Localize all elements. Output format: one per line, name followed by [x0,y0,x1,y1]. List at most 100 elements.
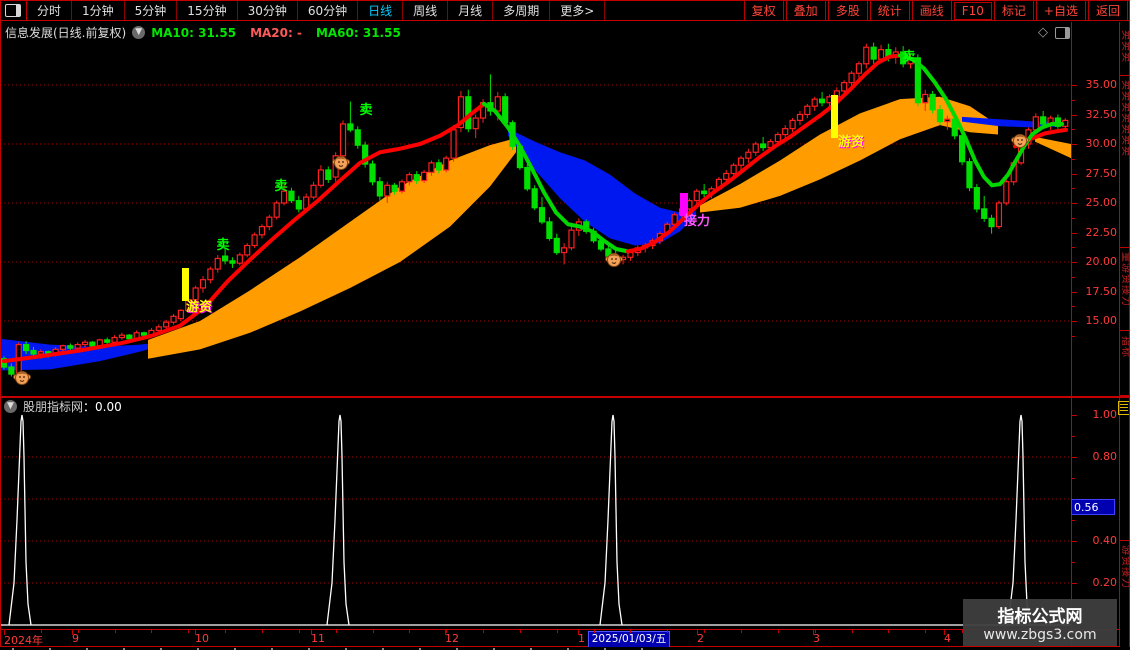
current-value-badge: 0.56 [1071,499,1115,516]
date-minor-tick [78,630,79,633]
blue-band-2 [508,128,696,246]
axis-tick [1071,583,1077,584]
axis-tick [1071,321,1077,322]
button-叠加[interactable]: 叠加 [785,0,826,21]
price-axis-label: 25.00 [1085,196,1118,209]
tab-5分钟[interactable]: 5分钟 [125,1,178,20]
candlesticks [0,42,1069,379]
monkey-face-icon [332,156,350,170]
strip-divider [1120,75,1130,76]
date-label: 10 [195,632,209,645]
axis-minor-tick [1071,478,1075,479]
tab-1分钟[interactable]: 1分钟 [72,1,125,20]
date-minor-tick [262,630,263,633]
date-minor-tick [667,630,668,633]
ma-value: MA60: 31.55 [315,25,401,40]
tab-周线[interactable]: 周线 [403,1,449,20]
date-minor-tick [115,630,116,633]
date-major-tick [697,630,698,635]
chevron-down-icon[interactable]: ▼ [132,26,146,39]
button-+自选[interactable]: +自选 [1035,0,1086,21]
layout-icon[interactable] [1055,26,1070,39]
clipped-text-speck [49,648,51,650]
button-多股[interactable]: 多股 [827,0,868,21]
price-axis-label: 20.00 [1085,255,1118,268]
tab-日线[interactable]: 日线 [358,1,404,20]
clipped-text-speck [530,648,532,650]
diamond-marker-icon[interactable]: ◇ [1038,25,1048,40]
chevron-down-icon[interactable]: ▼ [4,399,17,413]
tab-多周期[interactable]: 多周期 [493,1,551,20]
hot-money-bar [831,95,838,138]
monkey-face-icon [13,371,31,385]
hot-money-label-shadow: 游资 [839,135,865,151]
date-minor-tick [852,630,853,633]
sell-label: 卖 [216,237,229,253]
clipped-bottom-row [0,647,1130,650]
clipped-text-speck [567,648,569,650]
indicator-axis-label: 0.80 [1092,450,1118,463]
button-返回[interactable]: 返回 [1087,0,1128,21]
indicator-value: ：0.00 [83,399,122,414]
signal-spike [599,414,623,626]
button-标记[interactable]: 标记 [993,0,1034,21]
orange-band-3 [1035,136,1071,159]
indicator-header: ▼ 股朋指标网 ：0.00 [0,398,122,414]
date-minor-tick [704,630,705,633]
indicator-axis-label: 1.00 [1092,408,1118,421]
hot-money-bar [182,268,189,301]
watermark-url: www.zbgs3.com [983,627,1097,643]
relay-label: 接力 [684,213,710,229]
right-text-strip: 卖卖卖 卖卖卖卖卖卖卖 量游资接力 指标 游资接力 [1119,22,1130,647]
date-label: 9 [72,632,79,645]
sub-gridlines [0,456,1071,584]
date-major-tick [311,630,312,635]
tab-30分钟[interactable]: 30分钟 [238,1,298,20]
tab-月线[interactable]: 月线 [448,1,494,20]
axis-minor-tick [1071,335,1075,337]
axis-tick [1071,415,1077,416]
monkey-face-icon [1011,134,1029,148]
price-axis-label: 32.50 [1085,107,1118,121]
right-strip-text: 量游资接力 [1120,252,1130,307]
strip-divider [1120,330,1130,331]
clipped-text-speck [604,648,606,650]
right-strip-text: 卖卖卖 [1120,30,1130,63]
price-axis-label: 15.00 [1085,314,1118,327]
axis-tick [1071,457,1077,458]
button-F10[interactable]: F10 [953,1,992,20]
tab-更多>[interactable]: 更多> [550,1,606,20]
date-minor-tick [520,630,521,633]
date-minor-tick [778,630,779,633]
indicator-axis-label: 0.20 [1092,576,1118,589]
axis-minor-tick [1071,562,1075,563]
clipped-text-speck [456,648,458,650]
right-strip-text: 游资接力 [1120,545,1130,589]
date-label: 2 [697,632,704,645]
trend-bands [0,96,1071,371]
button-画线[interactable]: 画线 [911,0,952,21]
axis-minor-tick [1071,99,1075,101]
tab-分时[interactable]: 分时 [27,1,73,20]
indicator-chart-canvas[interactable] [0,398,1071,629]
date-minor-tick [557,630,558,633]
date-label: 4 [944,632,951,645]
axis-minor-tick [1071,158,1075,160]
date-label: 12 [445,632,459,645]
window-split-icon[interactable] [0,1,27,20]
date-major-tick [195,630,196,635]
date-minor-tick [594,630,595,633]
strip-divider [1120,247,1130,248]
date-major-tick [944,630,945,635]
tab-60分钟[interactable]: 60分钟 [298,1,359,20]
date-minor-tick [151,630,152,633]
date-minor-tick [630,630,631,633]
axis-minor-tick [1071,129,1075,131]
button-统计[interactable]: 统计 [869,0,910,21]
axis-separator [1071,22,1072,647]
button-复权[interactable]: 复权 [743,0,784,21]
tab-15分钟[interactable]: 15分钟 [177,1,238,20]
stock-header: 信息发展(日线.前复权) ▼ MA10: 31.55 MA20: - MA60: 3… [0,22,1069,43]
period-tabs: 分时 1分钟 5分钟 15分钟 30分钟 60分钟 日线 周线 月线 多周期 更多> [27,1,606,20]
